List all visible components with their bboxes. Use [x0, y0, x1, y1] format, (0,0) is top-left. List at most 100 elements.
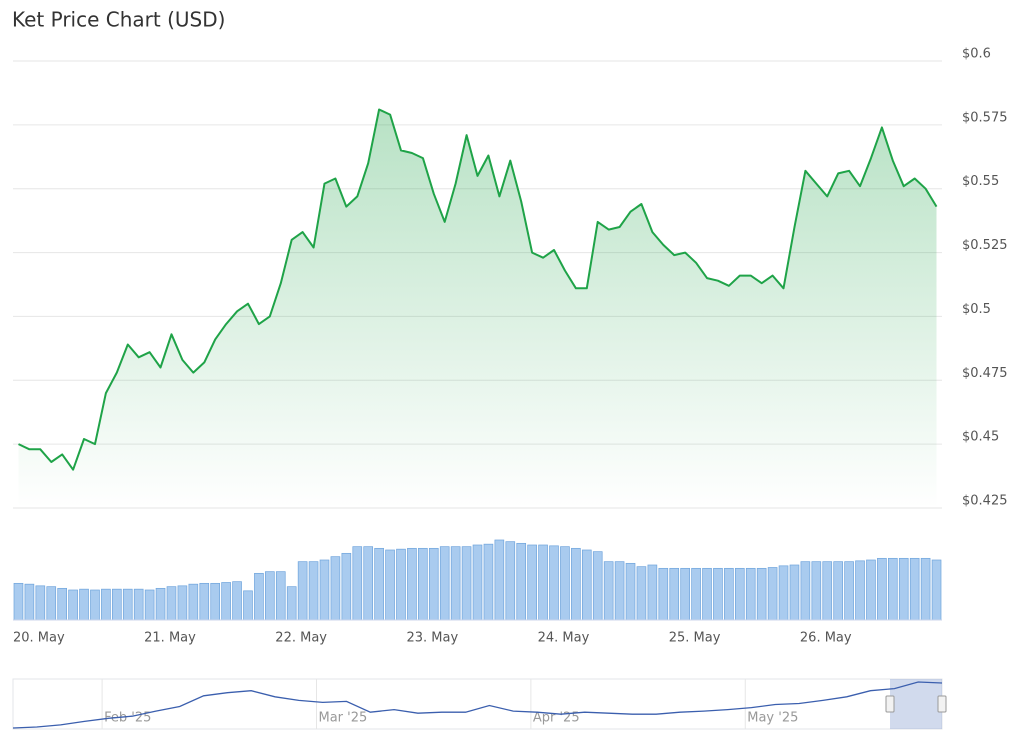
volume-bar [909, 557, 920, 621]
volume-bar [647, 564, 658, 621]
y-tick-label: $0.5 [962, 302, 991, 317]
x-tick-label: 24. May [538, 631, 590, 646]
volume-bar [483, 543, 494, 621]
volume-bar [789, 564, 800, 621]
chart-title: Ket Price Chart (USD) [12, 8, 225, 32]
volume-bar [669, 567, 680, 621]
volume-bar [166, 586, 177, 621]
navigator-line [12, 681, 943, 729]
volume-bar [374, 547, 384, 621]
y-tick-label: $0.525 [962, 238, 1008, 253]
volume-bar [439, 546, 450, 621]
volume-bar [112, 588, 122, 621]
volume-bar [844, 561, 854, 621]
volume-bar [560, 546, 570, 621]
volume-bar [505, 541, 516, 621]
volume-bar [418, 547, 428, 621]
volume-bar [450, 546, 461, 621]
volume-bar [407, 547, 417, 621]
volume-bar [385, 549, 395, 621]
volume-bar [680, 567, 690, 621]
volume-bar [800, 561, 811, 621]
volume-bar [210, 582, 221, 621]
volume-bar [767, 567, 778, 621]
volume-bar [724, 567, 734, 621]
navigator-frame [12, 678, 943, 730]
navigator-label: May '25 [747, 711, 798, 726]
volume-bar [702, 567, 712, 621]
volume-bar [778, 565, 789, 621]
volume-bar [931, 559, 942, 621]
volume-bar [866, 559, 876, 621]
volume-bar [877, 557, 887, 621]
volume-bar [90, 589, 100, 621]
volume-bar [571, 547, 581, 621]
x-tick-label: 20. May [13, 631, 65, 646]
volume-bar [855, 560, 865, 621]
y-tick-label: $0.6 [962, 47, 991, 62]
volume-bar [221, 582, 231, 621]
volume-bar [101, 588, 111, 621]
volume-bar [428, 547, 439, 621]
volume-bar [756, 567, 767, 621]
volume-bar [636, 566, 647, 621]
volume-bar [79, 588, 89, 621]
navigator-handle[interactable] [937, 695, 947, 713]
volume-bar [614, 561, 625, 621]
volume-bar [319, 559, 330, 621]
volume-bar [330, 556, 341, 621]
volume-bar [24, 583, 35, 621]
y-tick-label: $0.45 [962, 430, 999, 445]
volume-bar [527, 544, 537, 621]
volume-bar [243, 590, 253, 621]
volume-bar [898, 557, 909, 621]
volume-bar [155, 587, 166, 621]
volume-bar [461, 546, 472, 621]
volume-bar [352, 546, 363, 621]
volume-bar [308, 561, 319, 621]
volume-bar [658, 567, 669, 621]
volume-bar [144, 589, 155, 621]
volume-bar [713, 567, 723, 621]
volume-bar [734, 567, 745, 621]
volume-bar [286, 586, 297, 621]
y-tick-label: $0.575 [962, 110, 1008, 125]
volume-bar [57, 587, 67, 621]
navigator-handle[interactable] [885, 695, 895, 713]
navigator-label: Mar '25 [318, 711, 367, 726]
volume-bar [363, 546, 374, 621]
volume-bar [265, 571, 275, 621]
volume-bar [494, 539, 505, 621]
volume-bar [811, 561, 822, 621]
volume-bar [822, 561, 833, 621]
volume-bar [581, 549, 592, 621]
volume-bar [538, 544, 548, 621]
x-tick-label: 26. May [800, 631, 852, 646]
volume-bar [133, 588, 144, 621]
y-tick-label: $0.475 [962, 366, 1008, 381]
volume-bar [691, 567, 701, 621]
price-area [18, 109, 937, 508]
volume-bar [122, 588, 133, 621]
volume-bar [177, 585, 188, 621]
volume-bar [472, 544, 483, 621]
volume-bar [625, 562, 636, 621]
volume-bar [833, 561, 843, 621]
volume-bar [549, 545, 559, 621]
x-tick-label: 23. May [406, 631, 458, 646]
volume-bar [745, 567, 756, 621]
volume-bar [516, 542, 527, 621]
volume-bar [592, 551, 603, 621]
price-line [18, 108, 938, 471]
volume-bar [35, 585, 46, 621]
volume-bar [275, 571, 286, 621]
volume-bar [68, 589, 78, 621]
y-tick-label: $0.425 [962, 494, 1008, 509]
volume-bar [232, 581, 242, 621]
volume-bar [46, 586, 57, 621]
x-tick-label: 25. May [669, 631, 721, 646]
volume-bar [254, 572, 264, 621]
volume-bar [199, 582, 210, 621]
x-tick-label: 22. May [275, 631, 327, 646]
